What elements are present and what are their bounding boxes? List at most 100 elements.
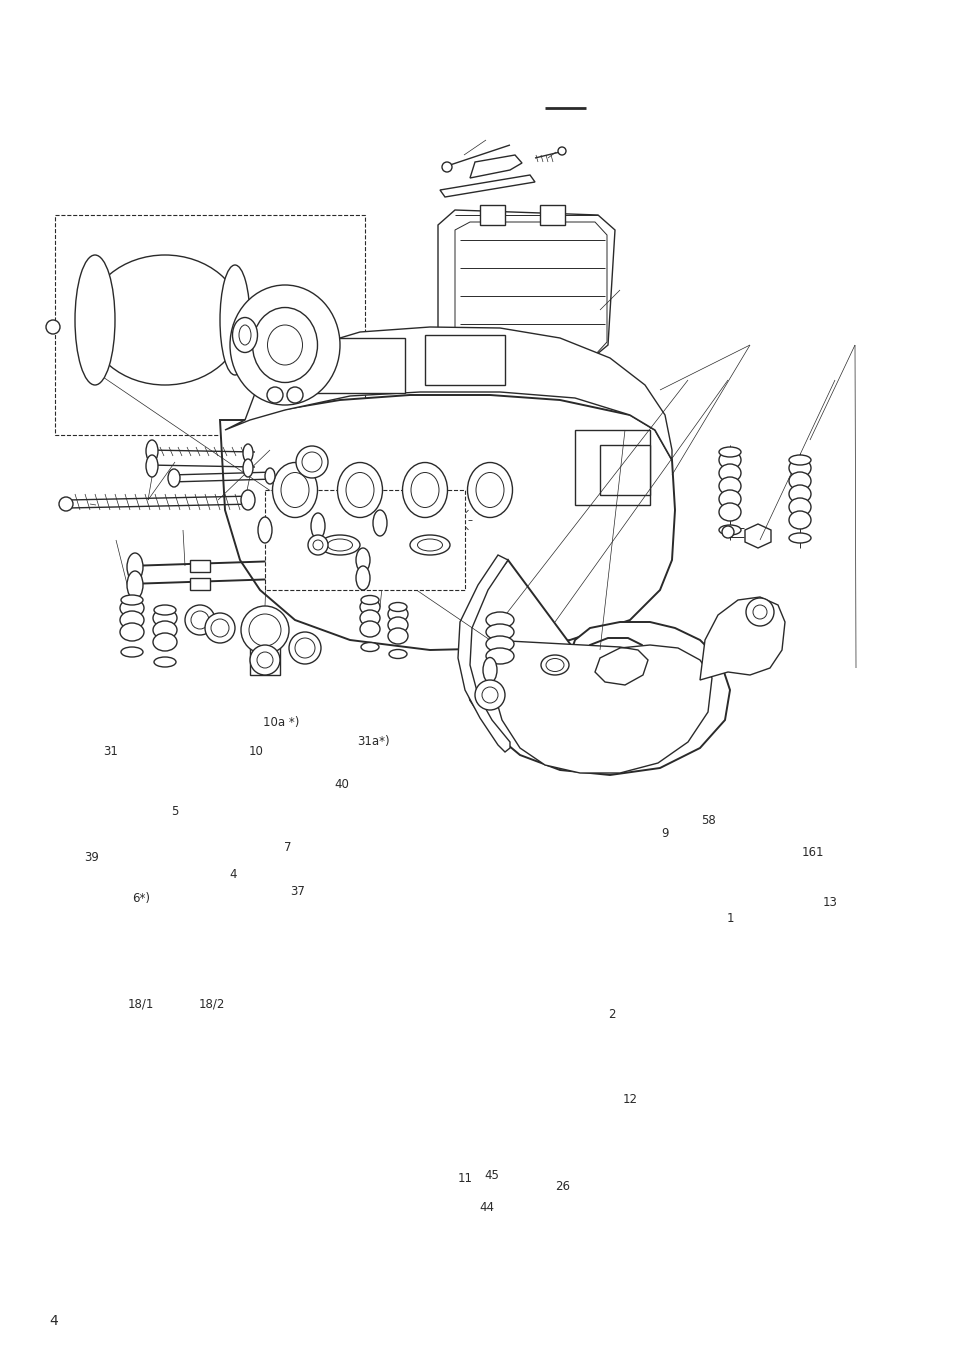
Ellipse shape <box>485 648 514 663</box>
Text: 39: 39 <box>84 851 99 865</box>
Bar <box>539 205 564 226</box>
Circle shape <box>211 619 229 638</box>
Ellipse shape <box>257 517 272 543</box>
Ellipse shape <box>485 624 514 640</box>
Bar <box>190 578 210 590</box>
Ellipse shape <box>253 308 317 382</box>
Ellipse shape <box>346 473 374 508</box>
Ellipse shape <box>788 459 810 477</box>
Ellipse shape <box>168 469 180 486</box>
Ellipse shape <box>267 326 302 365</box>
Polygon shape <box>439 176 535 197</box>
Ellipse shape <box>281 473 309 508</box>
Ellipse shape <box>319 535 359 555</box>
Bar <box>190 561 210 571</box>
Circle shape <box>313 540 323 550</box>
Ellipse shape <box>127 553 143 581</box>
Circle shape <box>185 605 214 635</box>
Ellipse shape <box>230 285 339 405</box>
Ellipse shape <box>337 462 382 517</box>
Ellipse shape <box>120 611 144 630</box>
Ellipse shape <box>153 657 175 667</box>
Ellipse shape <box>402 462 447 517</box>
Text: 11: 11 <box>457 1171 473 1185</box>
Ellipse shape <box>355 566 370 590</box>
Ellipse shape <box>120 623 144 640</box>
Bar <box>479 205 504 226</box>
Text: 13: 13 <box>821 896 837 909</box>
Polygon shape <box>455 222 606 365</box>
Ellipse shape <box>467 462 512 517</box>
Circle shape <box>250 644 280 676</box>
Ellipse shape <box>545 658 563 671</box>
Circle shape <box>302 453 322 471</box>
Text: 161: 161 <box>801 846 823 859</box>
Bar <box>250 644 280 676</box>
Ellipse shape <box>239 326 251 345</box>
Ellipse shape <box>146 440 158 462</box>
Ellipse shape <box>243 459 253 477</box>
Text: 12: 12 <box>622 1093 638 1106</box>
Circle shape <box>441 162 452 172</box>
Circle shape <box>256 653 273 667</box>
Circle shape <box>46 320 60 334</box>
Bar <box>55 215 365 435</box>
Ellipse shape <box>152 621 177 639</box>
Circle shape <box>249 613 281 646</box>
Circle shape <box>59 497 73 511</box>
Ellipse shape <box>788 455 810 465</box>
Text: 4: 4 <box>229 867 236 881</box>
Ellipse shape <box>152 634 177 651</box>
Circle shape <box>267 386 283 403</box>
Ellipse shape <box>153 605 175 615</box>
Ellipse shape <box>360 596 378 604</box>
Polygon shape <box>470 155 521 178</box>
Ellipse shape <box>220 265 250 376</box>
Circle shape <box>308 535 328 555</box>
Text: 10: 10 <box>248 744 263 758</box>
Circle shape <box>287 386 303 403</box>
Ellipse shape <box>389 650 407 658</box>
Circle shape <box>191 611 209 630</box>
Ellipse shape <box>540 655 568 676</box>
Polygon shape <box>437 209 615 370</box>
Circle shape <box>295 446 328 478</box>
Ellipse shape <box>788 499 810 516</box>
Ellipse shape <box>788 534 810 543</box>
Bar <box>575 430 649 505</box>
Ellipse shape <box>485 612 514 628</box>
Text: 18/2: 18/2 <box>198 997 225 1011</box>
Text: 18/1: 18/1 <box>128 997 154 1011</box>
Ellipse shape <box>355 549 370 571</box>
Polygon shape <box>744 524 770 549</box>
Ellipse shape <box>719 503 740 521</box>
Ellipse shape <box>152 609 177 627</box>
Polygon shape <box>225 327 671 459</box>
Text: 44: 44 <box>478 1201 494 1215</box>
Polygon shape <box>464 561 729 775</box>
Bar <box>294 338 405 393</box>
Ellipse shape <box>359 598 379 615</box>
Ellipse shape <box>417 539 442 551</box>
Ellipse shape <box>388 607 408 621</box>
Ellipse shape <box>788 471 810 490</box>
Ellipse shape <box>241 490 254 509</box>
Ellipse shape <box>719 490 740 508</box>
Ellipse shape <box>311 513 325 539</box>
Bar <box>599 444 649 494</box>
Text: 4: 4 <box>50 1315 58 1328</box>
Ellipse shape <box>273 462 317 517</box>
Circle shape <box>205 613 234 643</box>
Text: 31a*): 31a*) <box>357 735 390 748</box>
Ellipse shape <box>233 317 257 353</box>
Ellipse shape <box>389 603 407 612</box>
Bar <box>265 490 464 590</box>
Polygon shape <box>457 555 510 753</box>
Circle shape <box>745 598 773 626</box>
Text: 1: 1 <box>726 912 734 925</box>
Ellipse shape <box>75 255 115 385</box>
Ellipse shape <box>485 636 514 653</box>
Ellipse shape <box>360 643 378 651</box>
Text: 58: 58 <box>700 813 715 827</box>
Bar <box>424 335 504 385</box>
